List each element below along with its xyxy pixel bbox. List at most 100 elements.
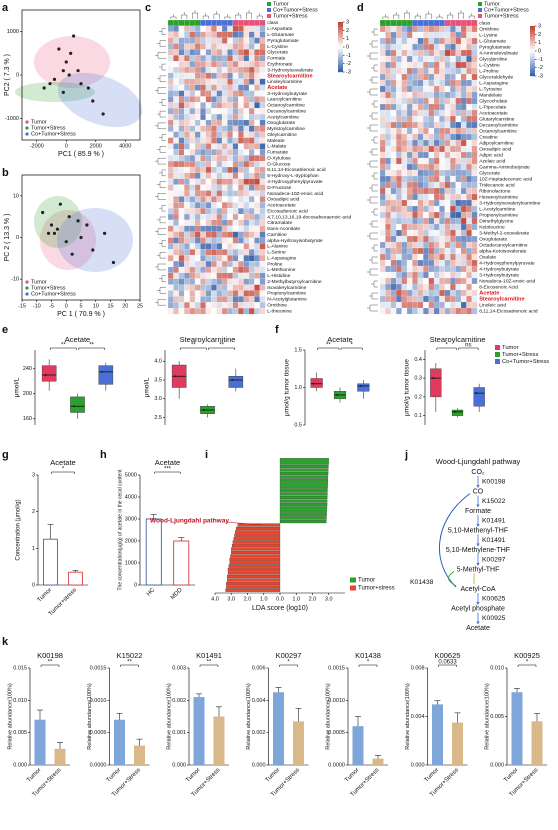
colorbar-step: [338, 68, 343, 71]
colorbar-step: [338, 52, 343, 54]
heatmap-cell: [216, 49, 223, 56]
heatmap-cell: [423, 133, 429, 141]
chart-title: Acetate: [65, 335, 90, 344]
heatmap-cell: [428, 241, 435, 249]
heatmap-cell: [412, 205, 418, 213]
heatmap-cell: [396, 223, 402, 231]
heatmap-cell: [221, 119, 228, 127]
heatmap-cell: [428, 169, 435, 177]
heatmap-cell: [379, 103, 386, 111]
heatmap-cell: [243, 31, 250, 38]
heatmap-cell: [194, 72, 201, 79]
heatmap-cell: [227, 278, 233, 285]
heatmap-cell: [385, 97, 391, 105]
heatmap-cell: [259, 172, 266, 179]
heatmap-cell: [254, 172, 260, 179]
heatmap-cell: [200, 272, 206, 279]
heatmap-cell: [450, 43, 456, 51]
heatmap-cell: [471, 121, 478, 129]
heatmap-cell: [379, 37, 386, 45]
heatmap-cell: [439, 247, 445, 255]
class-cell: [254, 19, 260, 27]
heatmap-cell: [396, 289, 402, 297]
heatmap-cell: [471, 205, 478, 213]
heatmap-cell: [178, 78, 185, 85]
heatmap-cell: [194, 55, 201, 62]
heatmap-cell: [471, 79, 478, 87]
heatmap-cell: [232, 125, 239, 132]
heatmap-cell: [216, 202, 223, 209]
heatmap-cell: [200, 237, 206, 244]
y-tick-label: 0.005: [490, 714, 504, 720]
heatmap-cell: [433, 151, 440, 159]
heatmap-cell: [167, 166, 174, 174]
heatmap-cell: [466, 223, 472, 231]
heatmap-cell: [396, 25, 402, 33]
row-label: Nonadeca-10Z-enoic acid: [267, 191, 323, 197]
heatmap-cell: [227, 114, 233, 121]
legend-label: Co+Tumor+Stress: [273, 7, 318, 13]
heatmap-cell: [423, 193, 429, 201]
heatmap-cell: [417, 247, 424, 255]
heatmap-cell: [173, 125, 179, 132]
heatmap-cell: [194, 196, 201, 203]
heatmap-cell: [450, 163, 456, 171]
class-cell: [238, 19, 244, 27]
heatmap-cell: [444, 271, 451, 279]
heatmap-cell: [243, 184, 250, 191]
heatmap-cell: [194, 178, 201, 185]
heatmap-cell: [401, 151, 408, 159]
heatmap-cell: [466, 199, 472, 207]
heatmap-cell: [396, 169, 402, 177]
heatmap-cell: [200, 225, 206, 232]
heatmap-cell: [396, 91, 402, 99]
heatmap-cell: [259, 49, 266, 56]
heatmap-cell: [243, 190, 250, 197]
heatmap-cell: [433, 211, 440, 219]
heatmap-cell: [450, 37, 456, 45]
heatmap-cell: [189, 272, 196, 279]
heatmap-cell: [379, 235, 386, 243]
heatmap-cell: [238, 255, 244, 262]
heatmap-cell: [385, 253, 391, 261]
heatmap-cell: [428, 307, 435, 315]
heatmap-cell: [238, 231, 244, 238]
heatmap-cell: [460, 43, 467, 51]
heatmap-cell: [396, 49, 402, 57]
heatmap-cell: [189, 66, 196, 74]
heatmap-cell: [428, 229, 435, 237]
heatmap-cell: [238, 155, 244, 162]
heatmap-cell: [455, 169, 462, 177]
heatmap-cell: [385, 295, 391, 303]
heatmap-cell: [216, 243, 223, 250]
heatmap-cell: [412, 259, 418, 267]
heatmap-cell: [232, 55, 239, 62]
heatmap-cell: [167, 66, 174, 74]
row-label: L-Glutamate: [479, 38, 506, 44]
heatmap-cell: [216, 255, 223, 262]
heatmap-cell: [433, 133, 440, 141]
heatmap-cell: [216, 155, 223, 162]
x-axis-label: PC1 ( 85.9 % ): [58, 151, 104, 158]
heatmap-cell: [385, 151, 391, 159]
heatmap-cell: [227, 178, 233, 185]
heatmap-cell: [238, 49, 244, 56]
significance-label: *: [367, 660, 370, 666]
heatmap-cell: [379, 133, 386, 141]
heatmap-cell: [460, 175, 467, 183]
heatmap-cell: [460, 49, 467, 57]
colorbar-step: [530, 66, 535, 68]
heatmap-cell: [450, 25, 456, 33]
data-point: [85, 223, 89, 227]
heatmap-cell: [439, 223, 445, 231]
y-tick-label: 0.005: [13, 730, 27, 736]
heatmap-cell: [460, 247, 467, 255]
bar: [68, 571, 83, 586]
x-tick-label: -15: [18, 303, 26, 309]
heatmap-cell: [396, 67, 402, 75]
heatmap-cell: [243, 66, 250, 74]
legend-swatch: [478, 8, 482, 12]
panel-letter: d: [357, 2, 364, 14]
heatmap-cell: [406, 199, 413, 207]
heatmap-cell: [254, 49, 260, 56]
